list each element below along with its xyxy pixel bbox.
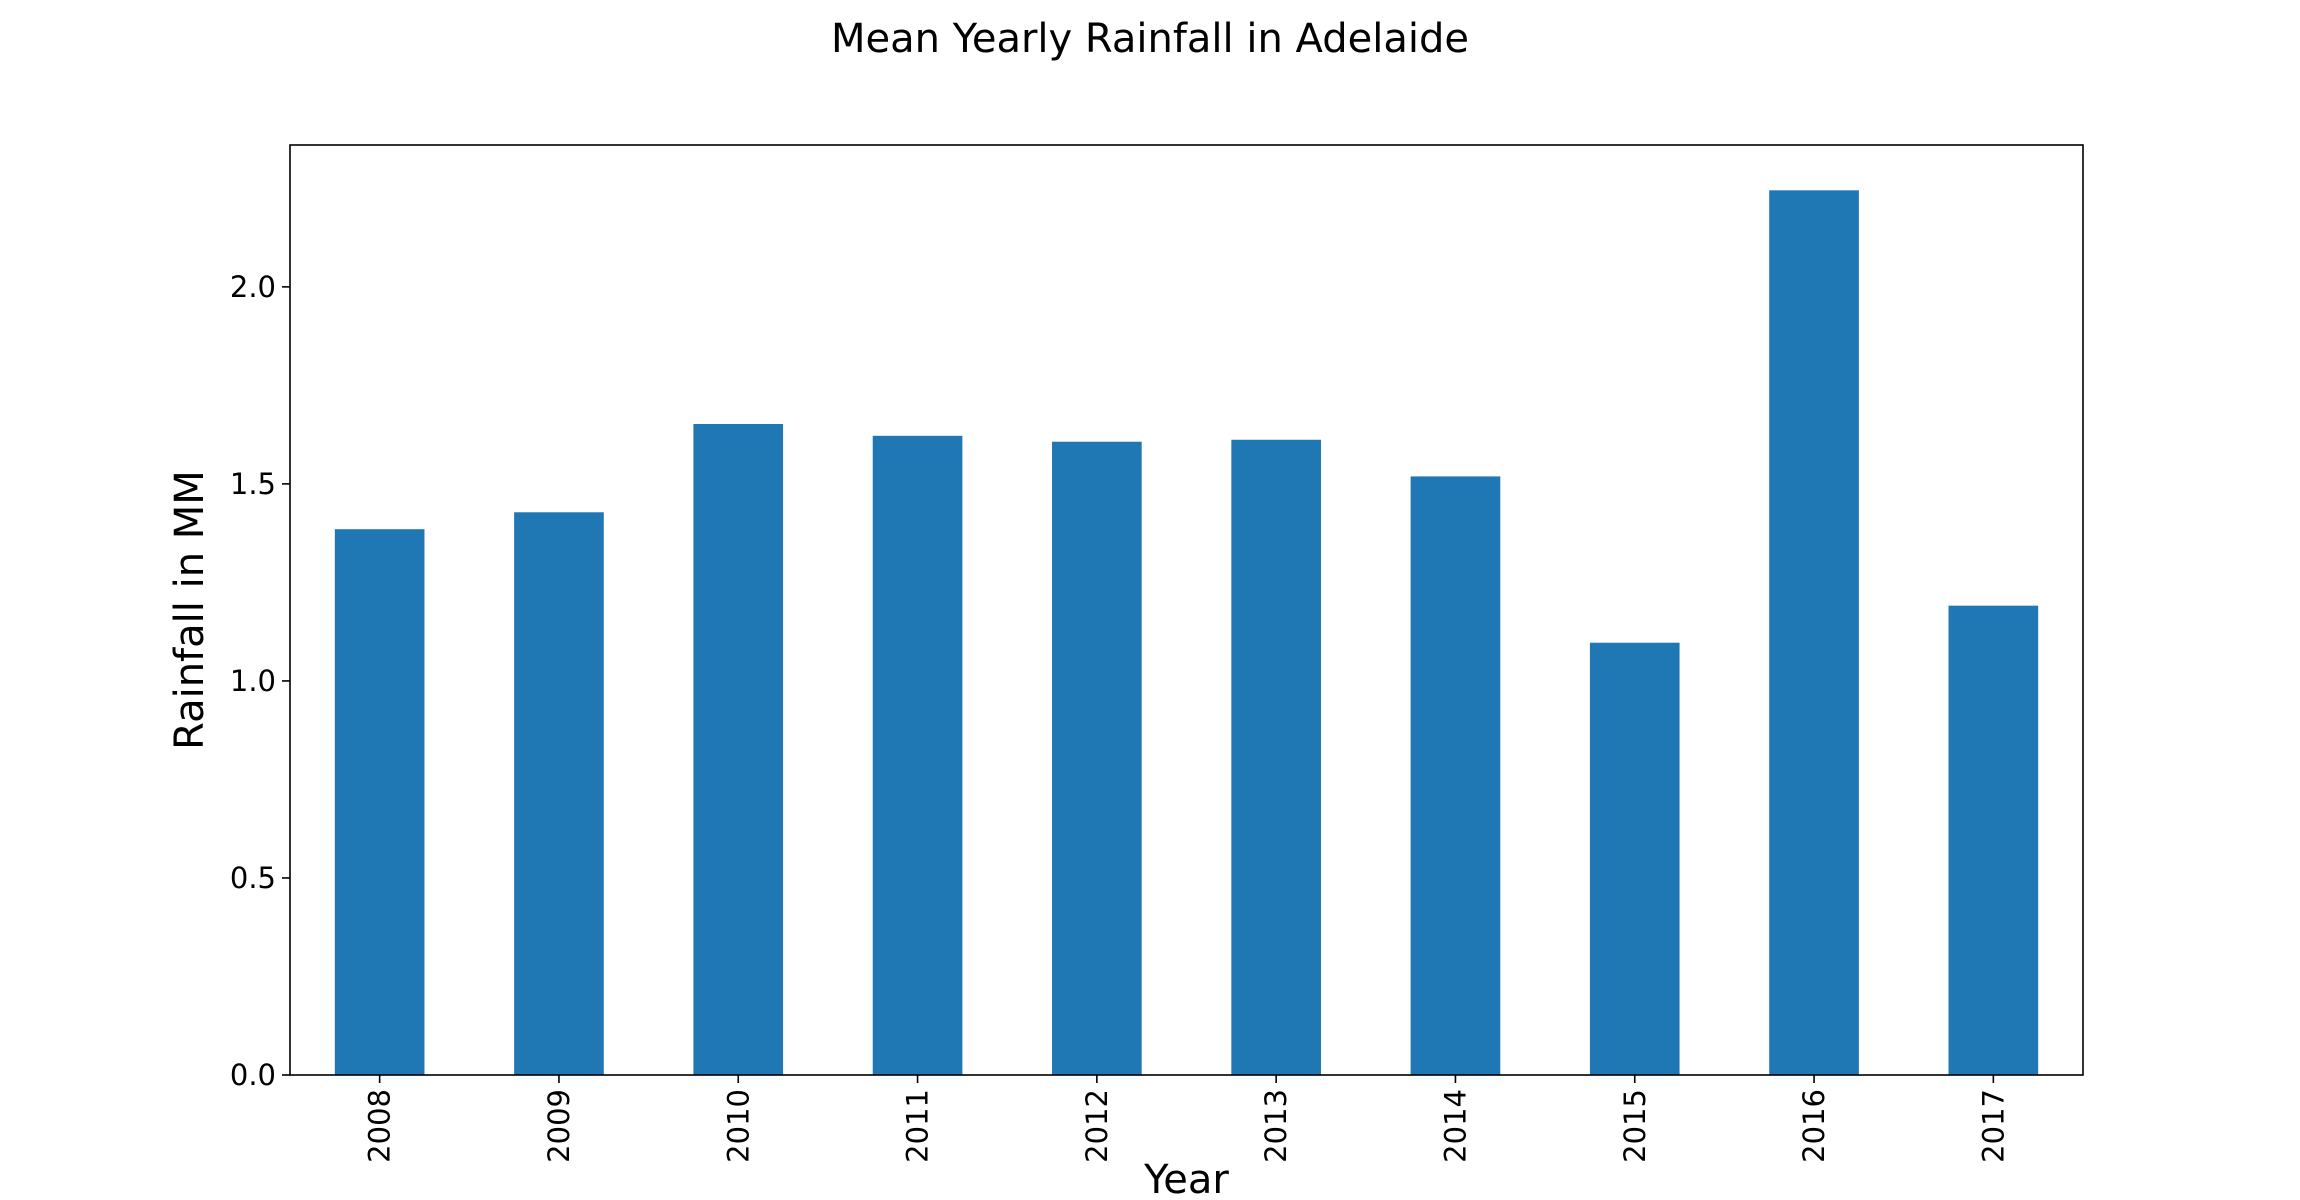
bar-2017	[1948, 605, 2039, 1075]
bar-2011	[872, 435, 963, 1075]
bar-2014	[1410, 476, 1501, 1075]
chart-title: Mean Yearly Rainfall in Adelaide	[831, 16, 1469, 62]
x-tick-label-2016: 2016	[1797, 1089, 1831, 1163]
x-tick-label-2017: 2017	[1976, 1089, 2010, 1163]
y-tick-label-1.5: 1.5	[230, 467, 276, 501]
y-tick-label-1.0: 1.0	[230, 664, 276, 698]
bar-2013	[1231, 439, 1321, 1075]
y-axis: 0.0 0.5 1.0 1.5 2.0	[230, 270, 290, 1092]
x-tick-label-2010: 2010	[721, 1089, 755, 1163]
x-tick-label-2013: 2013	[1259, 1089, 1293, 1163]
y-axis-label: Rainfall in MM	[167, 470, 213, 750]
y-tick-label-0.0: 0.0	[230, 1058, 276, 1092]
bar-2012	[1052, 441, 1142, 1076]
y-tick-label-2.0: 2.0	[230, 270, 276, 304]
bar-2010	[693, 424, 784, 1075]
x-axis: 2008 2009 2010 2011 2012 2013 2014 2015 2016 2017	[363, 1075, 2010, 1163]
x-axis-label: Year	[1143, 1157, 1229, 1200]
bar-2016	[1769, 190, 1859, 1075]
x-tick-label-2009: 2009	[542, 1089, 576, 1163]
plot-frame	[289, 144, 2084, 1076]
bar-2015	[1589, 642, 1680, 1075]
bar-2009	[514, 512, 604, 1075]
bars-group	[334, 190, 2039, 1076]
x-tick-label-2015: 2015	[1618, 1089, 1652, 1163]
x-tick-label-2014: 2014	[1438, 1089, 1472, 1163]
x-tick-label-2012: 2012	[1080, 1089, 1114, 1163]
x-tick-label-2011: 2011	[901, 1089, 935, 1163]
x-tick-label-2008: 2008	[363, 1089, 397, 1163]
bar-2008	[334, 529, 425, 1075]
y-tick-label-0.5: 0.5	[230, 861, 276, 895]
